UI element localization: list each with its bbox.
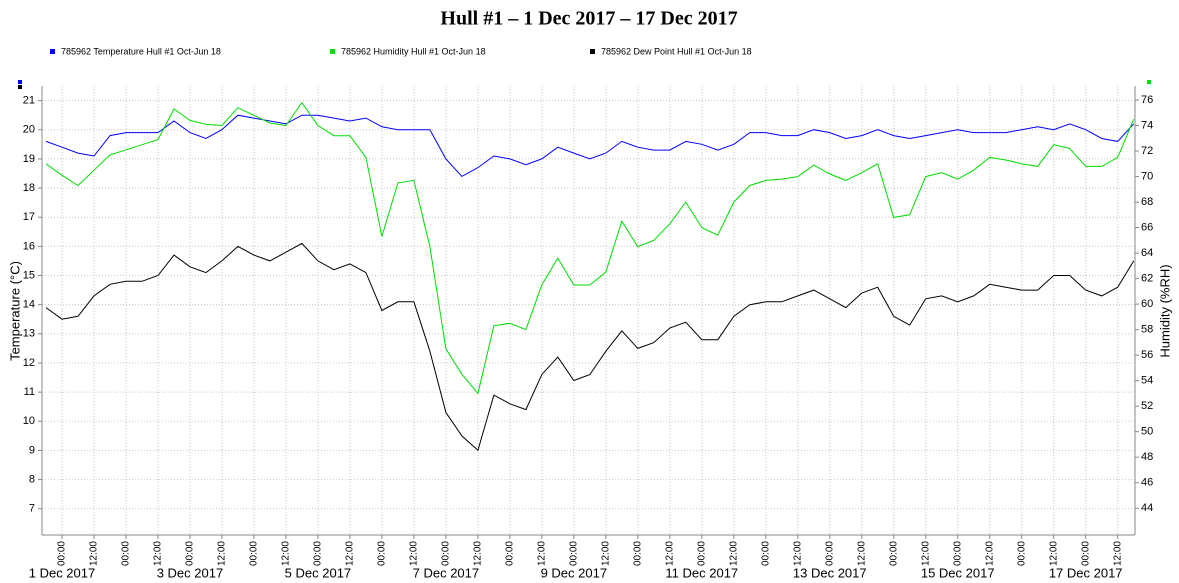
x-tick-label: 12:00	[536, 541, 547, 566]
x-tick-label: 12:00	[473, 541, 484, 566]
x-tick-label: 00:00	[760, 541, 771, 566]
x-tick-label: 12:00	[600, 541, 611, 566]
x-tick-label: 00:00	[952, 541, 963, 566]
y-tick-label: 18	[23, 182, 35, 194]
y-tick-label: 8	[29, 474, 35, 486]
axis-marker	[18, 85, 22, 89]
y-tick-label: 7	[29, 503, 35, 515]
x-tick-label: 00:00	[824, 541, 835, 566]
y2-tick-label: 62	[1141, 273, 1153, 285]
y-axis-label: Temperature (°C)	[7, 261, 22, 361]
y2-tick-label: 66	[1141, 221, 1153, 233]
series-line	[45, 242, 1135, 452]
y2-tick-label: 64	[1141, 247, 1153, 259]
x-date-label: 3 Dec 2017	[157, 565, 224, 580]
x-tick-label: 12:00	[664, 541, 675, 566]
x-date-label: 7 Dec 2017	[413, 565, 480, 580]
axis-marker	[1147, 80, 1151, 84]
legend-label: 785962 Temperature Hull #1 Oct-Jun 18	[61, 46, 221, 56]
y-tick-label: 21	[23, 94, 35, 106]
x-tick-label: 12:00	[728, 541, 739, 566]
x-tick-label: 00:00	[249, 541, 260, 566]
y2-tick-label: 74	[1141, 119, 1153, 131]
x-tick-label: 12:00	[281, 541, 292, 566]
series-line	[45, 114, 1135, 178]
y2-tick-label: 70	[1141, 170, 1153, 182]
x-tick-label: 00:00	[441, 541, 452, 566]
legend-marker	[590, 49, 595, 54]
x-tick-label: 12:00	[153, 541, 164, 566]
x-tick-label: 00:00	[568, 541, 579, 566]
x-tick-label: 12:00	[89, 541, 100, 566]
x-tick-label: 12:00	[345, 541, 356, 566]
axis-marker	[18, 80, 22, 84]
y2-tick-label: 58	[1141, 324, 1153, 336]
x-date-label: 1 Dec 2017	[29, 565, 96, 580]
x-date-label: 15 Dec 2017	[921, 565, 995, 580]
y-tick-label: 17	[23, 211, 35, 223]
y-tick-label: 16	[23, 240, 35, 252]
legend-marker	[50, 49, 55, 54]
y2-tick-label: 68	[1141, 196, 1153, 208]
y2-tick-label: 52	[1141, 400, 1153, 412]
x-tick-label: 00:00	[888, 541, 899, 566]
x-tick-label: 12:00	[856, 541, 867, 566]
y2-tick-label: 56	[1141, 349, 1153, 361]
y-tick-label: 11	[24, 386, 35, 398]
chart-title: Hull #1 – 1 Dec 2017 – 17 Dec 2017	[440, 8, 737, 30]
x-tick-label: 12:00	[920, 541, 931, 566]
x-tick-label: 00:00	[696, 541, 707, 566]
y2-tick-label: 72	[1141, 145, 1153, 157]
y2-tick-label: 60	[1141, 298, 1153, 310]
x-date-label: 9 Dec 2017	[541, 565, 608, 580]
y-tick-label: 9	[29, 444, 35, 456]
x-tick-label: 00:00	[313, 541, 324, 566]
y-tick-label: 19	[23, 153, 35, 165]
x-tick-label: 00:00	[632, 541, 643, 566]
x-date-label: 5 Dec 2017	[285, 565, 352, 580]
x-date-label: 13 Dec 2017	[793, 565, 867, 580]
x-date-label: 11 Dec 2017	[665, 565, 738, 580]
legend-marker	[330, 49, 335, 54]
x-tick-label: 00:00	[1080, 541, 1091, 566]
x-tick-label: 00:00	[57, 541, 68, 566]
y-tick-label: 10	[23, 415, 35, 427]
x-tick-label: 12:00	[409, 541, 420, 566]
y2-tick-label: 46	[1141, 477, 1153, 489]
y2-tick-label: 44	[1141, 502, 1153, 514]
y-tick-label: 20	[23, 124, 35, 136]
y2-tick-label: 50	[1141, 426, 1153, 438]
legend-label: 785962 Dew Point Hull #1 Oct-Jun 18	[601, 46, 752, 56]
x-tick-label: 00:00	[504, 541, 515, 566]
y-tick-label: 14	[23, 299, 35, 311]
y2-axis-label: Humidity (%RH)	[1157, 264, 1172, 357]
legend-label: 785962 Humidity Hull #1 Oct-Jun 18	[341, 46, 486, 56]
x-tick-label: 12:00	[1048, 541, 1059, 566]
x-tick-label: 00:00	[377, 541, 388, 566]
x-tick-label: 00:00	[121, 541, 132, 566]
x-tick-label: 12:00	[984, 541, 995, 566]
y-tick-label: 12	[23, 357, 35, 369]
x-tick-label: 12:00	[217, 541, 228, 566]
x-tick-label: 00:00	[185, 541, 196, 566]
x-tick-label: 00:00	[1016, 541, 1027, 566]
x-date-label: 17 Dec 2017	[1049, 565, 1123, 580]
y-tick-label: 13	[23, 328, 35, 340]
x-tick-label: 12:00	[1112, 541, 1123, 566]
y2-tick-label: 54	[1141, 375, 1153, 387]
x-tick-label: 12:00	[792, 541, 803, 566]
y-tick-label: 15	[23, 269, 35, 281]
series-line	[45, 101, 1135, 395]
y2-tick-label: 48	[1141, 451, 1153, 463]
y2-tick-label: 76	[1141, 94, 1153, 106]
